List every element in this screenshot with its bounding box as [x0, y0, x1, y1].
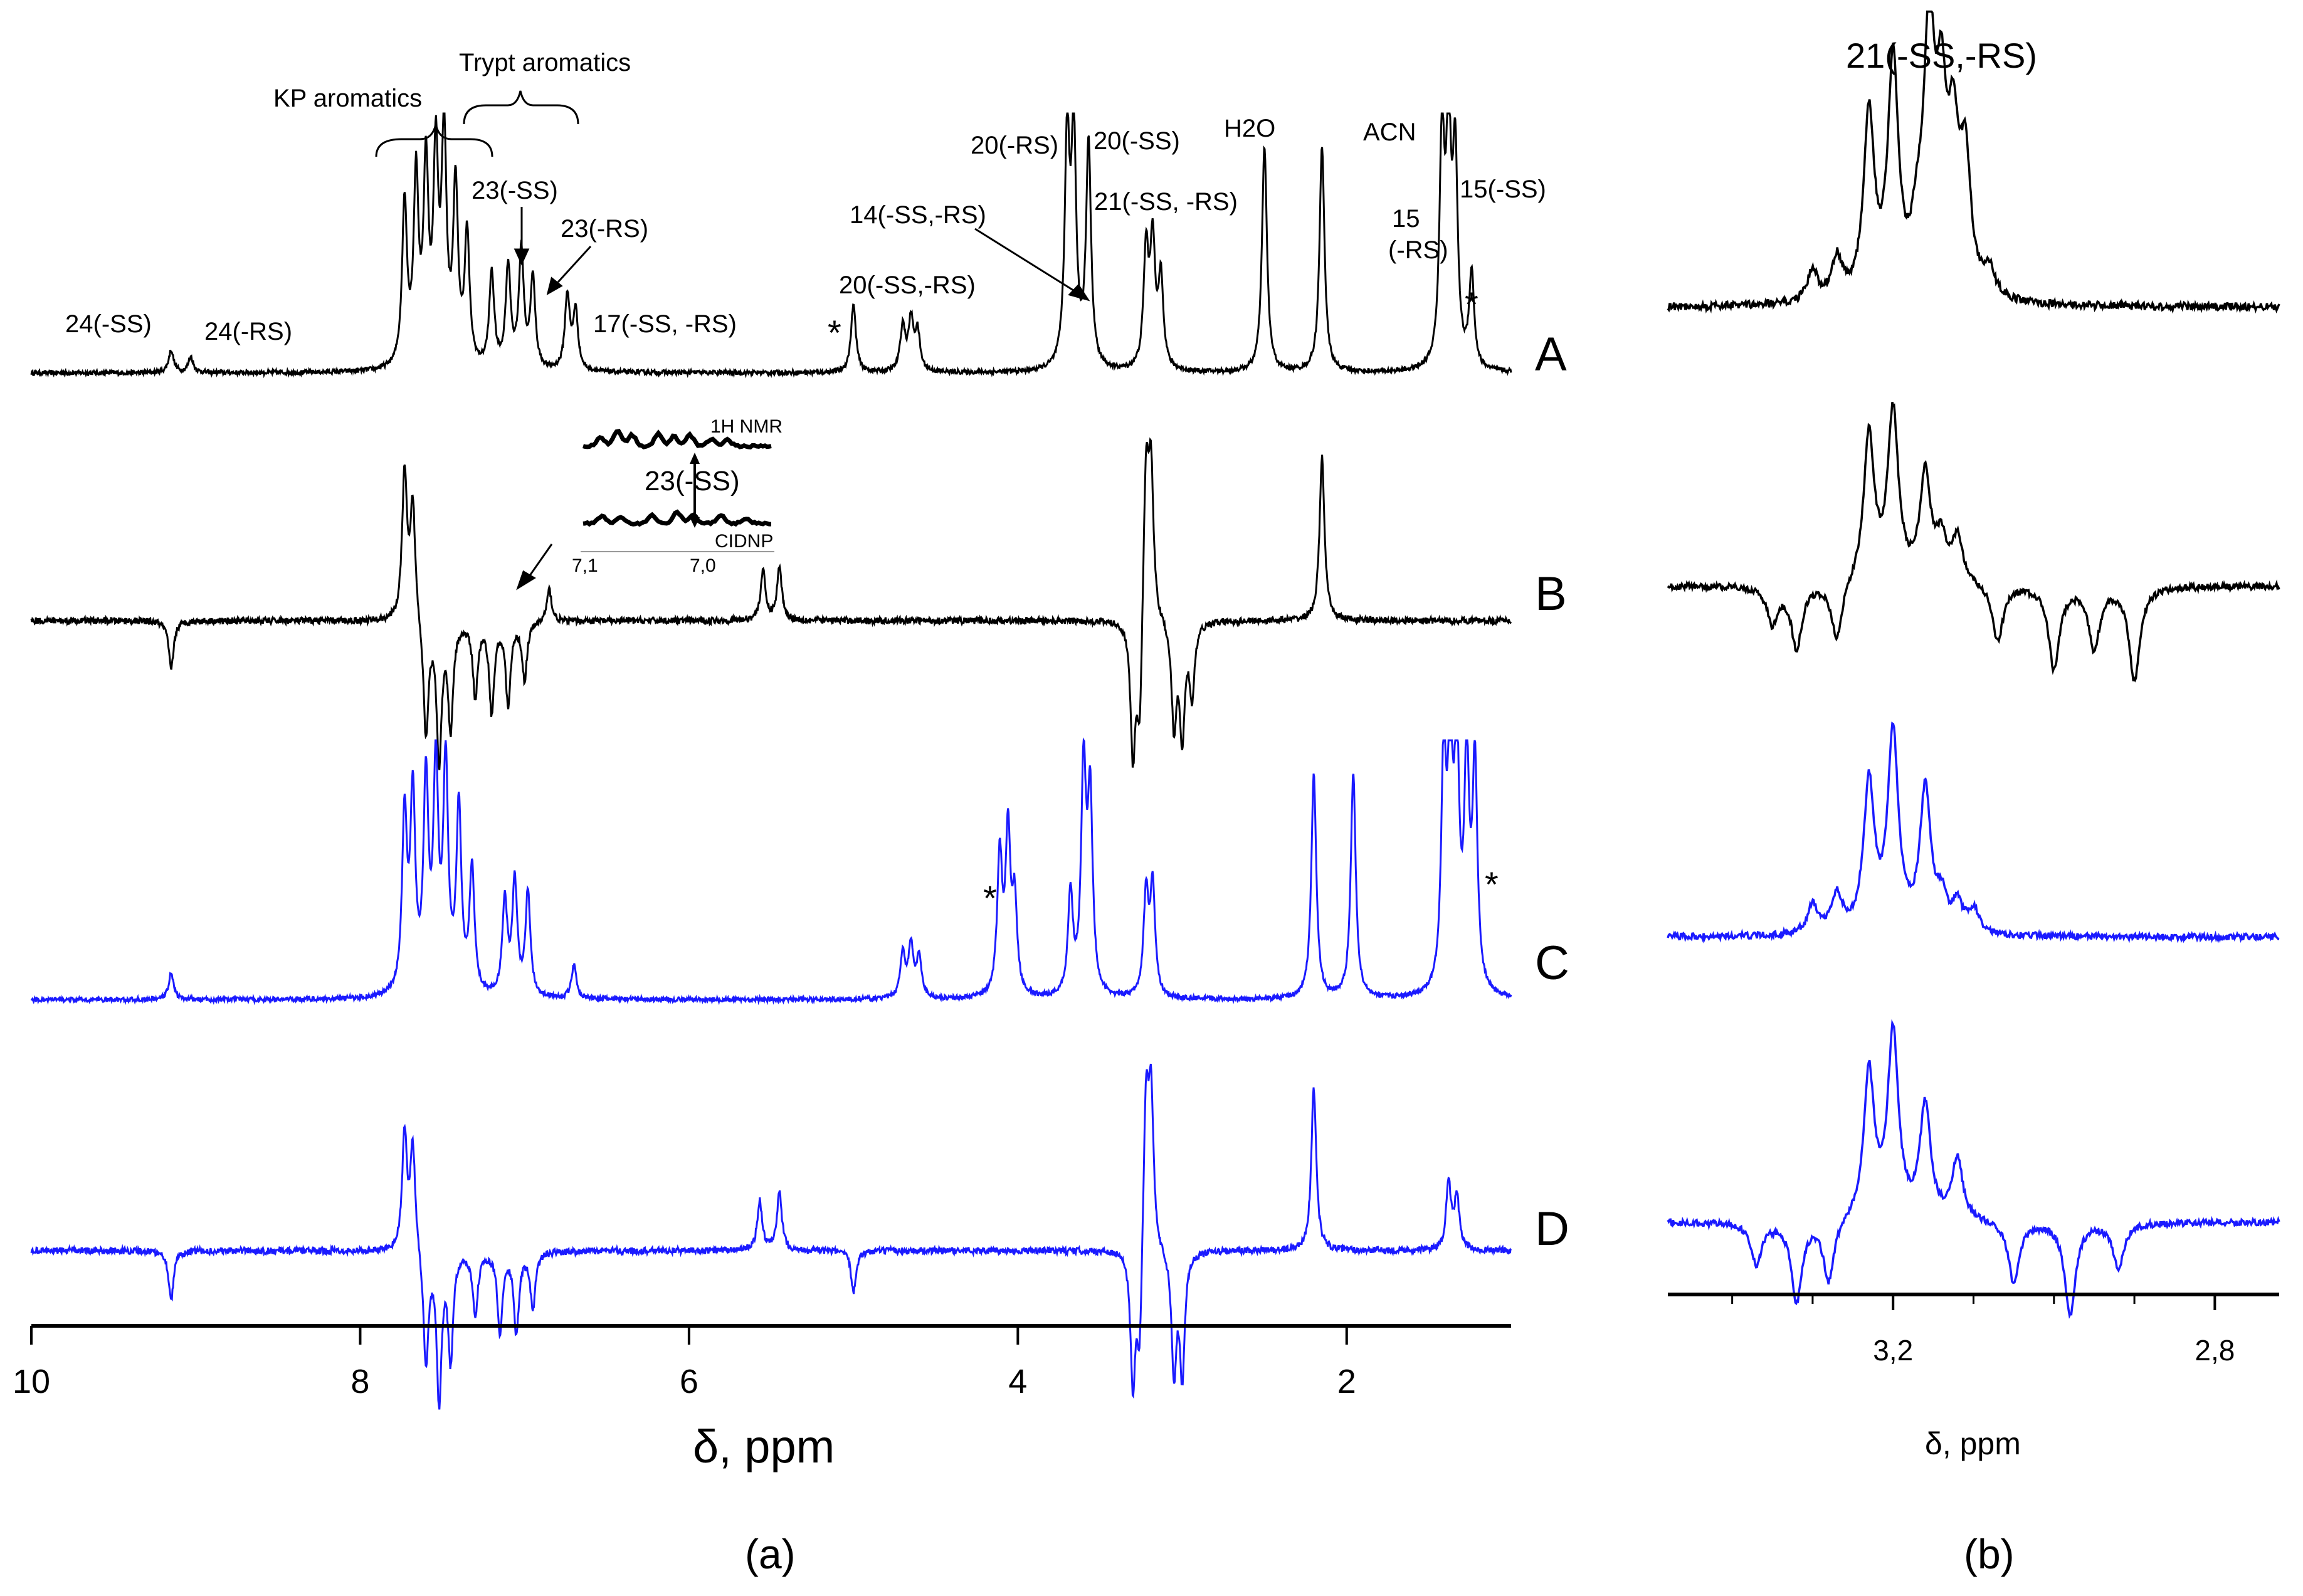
panel-a-trace-c — [30, 737, 1512, 1005]
annotation-23-ss: 23(-SS) — [472, 177, 558, 204]
brace-trypt-aromatics — [463, 90, 579, 125]
annotation-h2o: H2O — [1224, 115, 1275, 142]
annotation-21-ss-rs: 21(-SS, -RS) — [1094, 188, 1238, 216]
panel-a-spectra — [30, 112, 1512, 1410]
brace-kp-aromatics — [375, 123, 493, 157]
annotation-trypt-aromatics: Trypt aromatics — [459, 49, 631, 76]
x-tick-label-a-0: 10 — [13, 1363, 50, 1400]
x-ticks-a: 10 8 6 4 2 — [13, 1326, 1356, 1400]
panel-b-trace-b — [1667, 401, 2280, 683]
panel-b: 21(-SS,-RS) 3,2 2,8 δ, ppm (b) — [1667, 10, 2280, 1577]
x-tick-label-a-1: 8 — [350, 1363, 369, 1400]
inset-label-1h-nmr: 1H NMR — [710, 416, 783, 437]
annotation-star-a-1: * — [828, 313, 841, 352]
annotation-acn: ACN — [1363, 118, 1416, 146]
panel-a-trace-a — [30, 112, 1512, 379]
x-ticks-b: 3,2 2,8 — [1731, 1294, 2235, 1367]
panel-a-trace-b — [30, 437, 1512, 770]
x-tick-label-b-1: 2,8 — [2195, 1334, 2235, 1367]
inset-label-23-ss: 23(-SS) — [645, 466, 740, 496]
annotation-star-c-2: * — [1485, 864, 1499, 904]
panel-a: A B C D 24(-SS) 24(-RS) KP aromatics Try… — [13, 49, 1569, 1577]
row-label-d: D — [1535, 1202, 1569, 1256]
annotation-15-rs: (-RS) — [1388, 236, 1448, 264]
panel-label-a: (a) — [745, 1531, 796, 1577]
panel-b-trace-a — [1667, 10, 2280, 314]
annotation-star-a-2: * — [1465, 285, 1478, 324]
annotation-17: 17(-SS, -RS) — [593, 310, 737, 338]
x-tick-label-a-4: 2 — [1337, 1363, 1356, 1400]
inset-tick-7-0: 7,0 — [690, 555, 716, 576]
annotation-arrows — [514, 207, 1090, 591]
inset-23-ss: 1H NMR 23(-SS) CIDNP 7,1 7,0 — [572, 416, 783, 576]
inset-arrow-up — [690, 453, 700, 464]
row-label-a: A — [1535, 328, 1567, 381]
inset-tick-7-1: 7,1 — [572, 555, 598, 576]
annotation-14-ss-rs: 14(-SS,-RS) — [850, 201, 986, 229]
annotation-20-ss-rs: 20(-SS,-RS) — [839, 271, 976, 299]
panel-b-trace-d — [1667, 1019, 2280, 1319]
annotation-23-rs: 23(-RS) — [561, 215, 648, 243]
x-tick-label-a-3: 4 — [1008, 1363, 1027, 1400]
panel-b-trace-c — [1667, 722, 2280, 944]
inset-1h-nmr-trace — [582, 429, 772, 450]
annotation-20-rs: 20(-RS) — [971, 132, 1058, 159]
x-tick-label-a-2: 6 — [680, 1363, 698, 1400]
panel-a-trace-d — [30, 1063, 1512, 1410]
inset-cidnp-trace — [582, 509, 771, 527]
annotation-20-ss: 20(-SS) — [1094, 127, 1180, 155]
annotation-15-ss: 15(-SS) — [1460, 176, 1546, 203]
annotation-15: 15 — [1392, 205, 1420, 233]
panel-b-spectra — [1667, 10, 2280, 1319]
x-axis-title-b: δ, ppm — [1925, 1426, 2021, 1461]
chart-title-b: 21(-SS,-RS) — [1846, 36, 2037, 75]
inset-label-cidnp: CIDNP — [715, 531, 773, 552]
panel-label-b: (b) — [1964, 1531, 2015, 1577]
x-axis-title-a: δ, ppm — [693, 1420, 835, 1473]
row-label-c: C — [1535, 937, 1569, 990]
annotation-24-rs: 24(-RS) — [204, 318, 292, 345]
inset-arrow-down — [690, 517, 700, 528]
x-tick-label-b-0: 3,2 — [1873, 1334, 1913, 1367]
annotation-star-c-1: * — [983, 878, 997, 918]
annotation-kp-aromatics: KP aromatics — [273, 85, 422, 112]
annotation-24-ss: 24(-SS) — [65, 310, 152, 338]
row-label-b: B — [1535, 567, 1567, 621]
